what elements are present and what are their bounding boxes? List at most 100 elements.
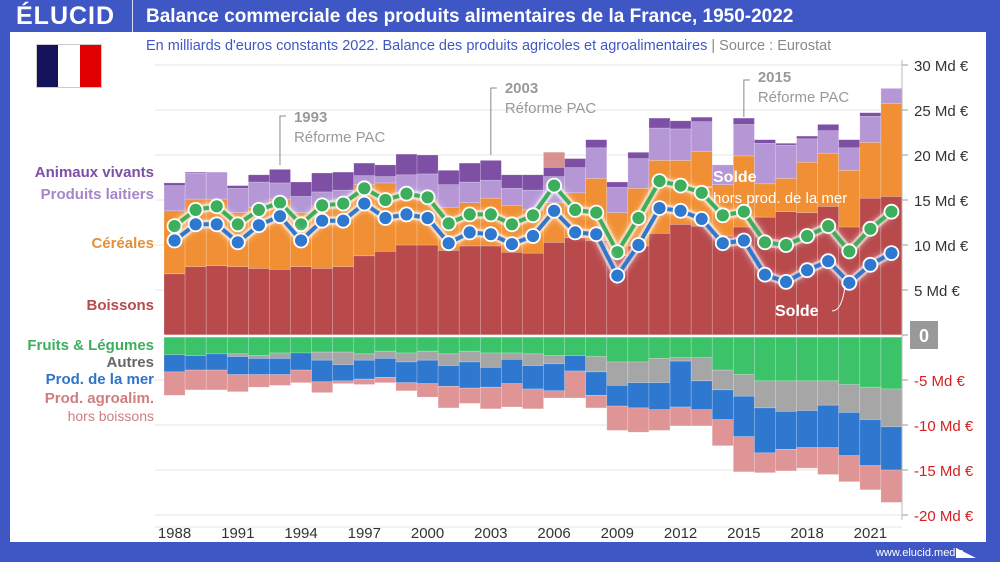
bar-segment bbox=[690, 225, 713, 336]
bar-segment bbox=[627, 152, 650, 159]
balance-lines: Solde hors prod. de la mer Solde bbox=[166, 169, 900, 320]
line-point bbox=[377, 192, 394, 208]
bar-segment bbox=[479, 336, 502, 354]
annotation-text: Réforme PAC bbox=[758, 89, 850, 106]
bar-segment bbox=[564, 237, 587, 336]
annotation-year: 2003 bbox=[505, 80, 538, 97]
solde-hors-mer-sublabel: hors prod. de la mer bbox=[713, 190, 847, 207]
line-point bbox=[293, 232, 309, 249]
bar-segment bbox=[416, 154, 439, 175]
bar-segment bbox=[269, 374, 291, 386]
bar-segment bbox=[859, 116, 882, 143]
bar-segment bbox=[859, 465, 882, 491]
bar-segment bbox=[416, 383, 439, 398]
bar-segment bbox=[669, 406, 692, 427]
bar-segment bbox=[332, 364, 355, 382]
bar-segment bbox=[627, 407, 650, 433]
legend-prod-agroalim-sub: hors boissons bbox=[67, 408, 154, 424]
line-point bbox=[250, 217, 267, 234]
bar-segment bbox=[585, 139, 608, 149]
bar-segment bbox=[648, 382, 671, 411]
line-point bbox=[482, 226, 499, 243]
bar-segment bbox=[458, 350, 481, 363]
x-axis: 1988 1991 1994 1997 2000 2003 2006 2009 2012 2015… bbox=[155, 525, 902, 542]
bar-segment bbox=[543, 363, 565, 392]
line-point bbox=[208, 216, 225, 233]
bar-segment bbox=[458, 387, 481, 404]
line-point bbox=[440, 215, 457, 232]
line-point bbox=[651, 173, 668, 190]
bar-segment bbox=[353, 353, 376, 361]
bar-segment bbox=[838, 455, 861, 483]
bar-segment bbox=[838, 139, 861, 149]
bar-segment bbox=[458, 336, 481, 352]
annotation-leader bbox=[279, 115, 286, 165]
bar-segment bbox=[248, 374, 270, 388]
line-point bbox=[546, 202, 562, 219]
bar-segment bbox=[627, 158, 650, 189]
subtitle-text: En milliards d'euros constants 2022. Bal… bbox=[146, 38, 708, 54]
legend-prod-agroalim: Prod. agroalim. bbox=[44, 390, 154, 407]
line-point bbox=[229, 234, 246, 251]
bar-segment bbox=[416, 244, 439, 336]
bar-segment bbox=[248, 174, 270, 183]
bar-segment bbox=[332, 171, 355, 191]
bar-segment bbox=[585, 394, 608, 409]
bar-segment bbox=[796, 380, 818, 411]
bar-segment bbox=[205, 171, 228, 200]
bar-segment bbox=[859, 386, 882, 420]
bar-segment bbox=[775, 380, 797, 412]
annotation-year: 1993 bbox=[294, 109, 327, 126]
bar-segment bbox=[859, 336, 882, 388]
bar-segment bbox=[416, 336, 439, 352]
bar-segment bbox=[648, 358, 671, 383]
bar-segment bbox=[269, 268, 291, 336]
bar-segment bbox=[669, 336, 692, 358]
bar-segment bbox=[543, 167, 565, 177]
line-point bbox=[356, 195, 373, 212]
bar-segment bbox=[205, 265, 228, 336]
line-point bbox=[250, 201, 267, 218]
line-point bbox=[651, 200, 668, 217]
line-point bbox=[504, 216, 520, 233]
bar-segment bbox=[353, 359, 376, 380]
bar-segment bbox=[332, 336, 355, 353]
bar-segment bbox=[501, 251, 523, 336]
bar-segment bbox=[395, 336, 418, 354]
bar-segment bbox=[585, 336, 608, 357]
bar-segment bbox=[606, 361, 629, 386]
legend-cereales: Céréales bbox=[91, 235, 154, 252]
line-point bbox=[525, 207, 541, 224]
bar-segment bbox=[416, 359, 439, 384]
line-point bbox=[440, 235, 457, 252]
bar-segment bbox=[775, 448, 797, 472]
line-point bbox=[588, 204, 605, 221]
france-flag-icon bbox=[36, 44, 102, 88]
bar-segment bbox=[184, 369, 207, 391]
footer-url[interactable]: www.elucid.media bbox=[875, 547, 964, 559]
bar-segment bbox=[248, 336, 270, 356]
flag-white-stripe bbox=[58, 45, 80, 87]
bar-segment bbox=[353, 336, 376, 355]
bar-segment bbox=[311, 381, 333, 393]
bar-segment bbox=[754, 336, 776, 382]
bar-segment bbox=[796, 410, 818, 448]
annotation-year: 2015 bbox=[758, 69, 791, 86]
bar-segment bbox=[226, 188, 249, 213]
bar-segment bbox=[395, 153, 418, 176]
line-point bbox=[757, 234, 773, 251]
bar-segment bbox=[690, 357, 713, 382]
bar-segment bbox=[205, 353, 228, 371]
bar-segment bbox=[754, 143, 776, 185]
elucid-logo[interactable]: ÉLUCID bbox=[16, 2, 116, 30]
x-tick-label: 2000 bbox=[411, 525, 444, 542]
bar-segment bbox=[163, 336, 186, 356]
bar-segment bbox=[796, 336, 818, 382]
line-point bbox=[356, 180, 373, 197]
line-point bbox=[672, 202, 689, 219]
line-point bbox=[166, 232, 183, 249]
line-point bbox=[229, 216, 246, 233]
bar-segment bbox=[501, 336, 523, 354]
annotation-leader bbox=[490, 87, 497, 155]
bar-segment bbox=[733, 395, 755, 438]
